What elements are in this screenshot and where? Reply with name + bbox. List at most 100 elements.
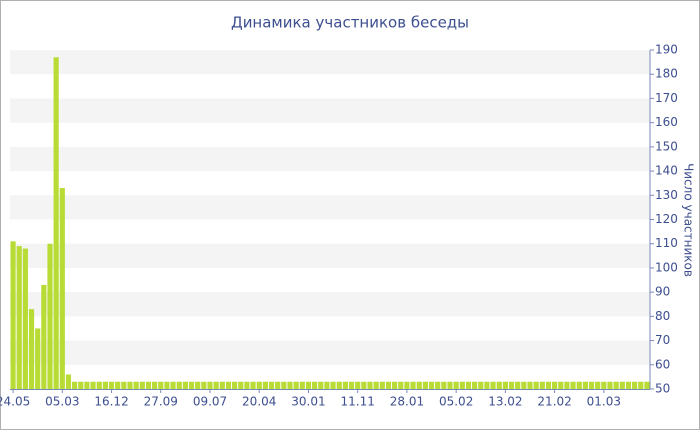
bar <box>139 381 145 389</box>
x-tick-label: 30.01 <box>291 395 325 409</box>
bar <box>256 381 262 389</box>
y-tick-label: 160 <box>655 115 678 129</box>
y-axis-label: Число участников <box>682 163 696 277</box>
bar <box>613 381 619 389</box>
bar <box>35 328 41 389</box>
bar <box>330 381 336 389</box>
bar <box>127 381 133 389</box>
chart-title: Динамика участников беседы <box>231 14 469 32</box>
bar <box>459 381 465 389</box>
x-tick-label: 16.12 <box>94 395 128 409</box>
bar <box>188 381 195 389</box>
x-tick-label: 21.02 <box>537 395 571 409</box>
bar <box>195 381 201 389</box>
bar <box>576 381 582 389</box>
bar <box>275 381 281 389</box>
y-tick-label: 190 <box>655 43 678 57</box>
bar <box>404 381 410 389</box>
bar <box>336 381 342 389</box>
y-tick-label: 80 <box>655 309 670 323</box>
bar <box>435 381 441 389</box>
bar <box>207 381 213 389</box>
grid-band <box>10 146 650 172</box>
bar <box>10 241 16 389</box>
bar <box>367 381 373 389</box>
y-tick-label: 90 <box>655 285 670 299</box>
bar <box>422 381 428 389</box>
bar <box>453 381 459 389</box>
x-tick-label: 05.03 <box>45 395 79 409</box>
y-tick-label: 140 <box>655 164 678 178</box>
bar <box>232 381 238 389</box>
bar <box>632 381 638 389</box>
bar <box>287 381 293 389</box>
bar <box>293 381 299 389</box>
bar <box>108 381 115 389</box>
bar <box>552 381 558 389</box>
grid-band <box>10 340 650 365</box>
bar <box>398 381 404 389</box>
bar <box>305 381 312 389</box>
bar <box>361 381 367 389</box>
bar <box>595 381 601 389</box>
bar <box>238 381 244 389</box>
x-tick-label: 20.04 <box>242 395 276 409</box>
y-tick-label: 180 <box>655 67 678 81</box>
bar <box>115 381 121 389</box>
y-tick-label: 70 <box>655 333 670 347</box>
bar <box>225 381 232 389</box>
grid-band <box>10 292 650 317</box>
bar <box>59 188 65 389</box>
bar <box>428 381 435 389</box>
bar <box>478 381 484 389</box>
bar <box>355 381 361 389</box>
bar <box>318 381 324 389</box>
x-tick-label: 13.02 <box>488 395 522 409</box>
bar <box>545 381 552 389</box>
bar <box>465 381 472 389</box>
grid-band <box>10 195 650 220</box>
y-tick-label: 100 <box>655 260 678 274</box>
x-tick-label: 28.01 <box>390 395 424 409</box>
bar <box>607 381 613 389</box>
y-tick-label: 130 <box>655 188 678 202</box>
bar <box>558 381 564 389</box>
bar <box>158 381 164 389</box>
bar <box>72 381 78 389</box>
y-tick-label: 150 <box>655 139 678 153</box>
bar <box>564 381 570 389</box>
bar <box>145 381 152 389</box>
x-tick-label: 27.09 <box>144 395 178 409</box>
bar <box>47 243 53 389</box>
bar <box>299 381 305 389</box>
bar <box>638 381 644 389</box>
bar <box>152 381 158 389</box>
grid-band <box>10 98 650 123</box>
bar <box>490 381 496 389</box>
bar <box>201 381 207 389</box>
bar <box>250 381 256 389</box>
bar <box>348 381 355 389</box>
bar <box>385 381 392 389</box>
bar <box>582 381 588 389</box>
bar <box>502 381 508 389</box>
x-tick-label: 05.02 <box>439 395 473 409</box>
bar <box>213 381 219 389</box>
bar <box>644 381 650 389</box>
grid-band <box>10 50 650 75</box>
bar <box>447 381 453 389</box>
bar <box>601 381 607 389</box>
bar <box>533 381 539 389</box>
bar <box>268 381 275 389</box>
bar <box>515 381 521 389</box>
x-tick-label: 09.07 <box>193 395 227 409</box>
bar <box>416 381 422 389</box>
bar <box>324 381 330 389</box>
bar <box>244 381 250 389</box>
bar <box>262 381 268 389</box>
bar <box>619 381 625 389</box>
bar <box>90 381 96 389</box>
bar <box>176 381 182 389</box>
bar <box>41 284 47 389</box>
